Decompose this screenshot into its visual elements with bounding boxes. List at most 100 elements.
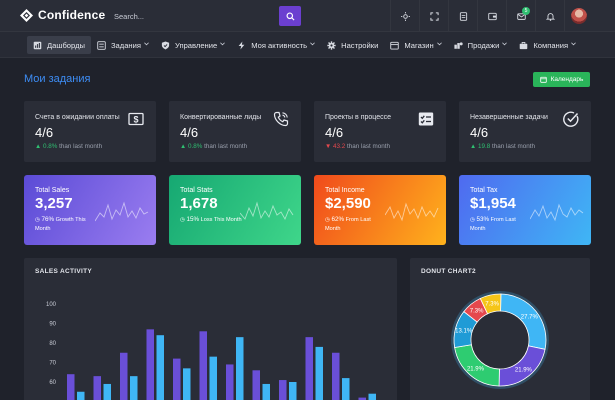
notifications-button[interactable]: [535, 0, 564, 32]
bar-series-1-5[interactable]: [173, 358, 181, 400]
nav-item-4[interactable]: Настройки: [321, 36, 384, 54]
summary-card-value: 1,678: [180, 195, 218, 212]
arrow-up-icon: ▲: [180, 143, 187, 150]
nav-item-6[interactable]: Продажи: [448, 36, 514, 54]
svg-text:$: $: [133, 115, 138, 125]
sparkline: [530, 203, 584, 222]
fullscreen-button[interactable]: [419, 0, 448, 32]
layout-button[interactable]: [477, 0, 506, 32]
summary-card: Total Tax $1,954 ◷ 53% From Last Month: [459, 175, 591, 245]
donut-slice[interactable]: [454, 344, 500, 387]
summary-card-value: $1,954: [470, 195, 516, 212]
sparkline: [385, 202, 439, 222]
bar-series-2-5[interactable]: [183, 368, 191, 400]
summary-card-subtext: ◷ 62% From Last Month: [325, 215, 387, 233]
donut-slice-label: 13.1%: [455, 329, 473, 335]
profile-button[interactable]: [564, 0, 593, 32]
nav-item-5[interactable]: Магазин: [384, 36, 447, 54]
stat-label: Конвертированные лиды: [180, 114, 262, 121]
stat-delta-value: 0.8%: [187, 143, 203, 150]
search-bar: [108, 6, 301, 26]
page-title: Мои задания: [24, 73, 91, 85]
theme-toggle-button[interactable]: [390, 0, 419, 32]
messages-button[interactable]: 5: [506, 0, 535, 32]
nav-item-label: Управление: [174, 40, 218, 50]
bar-series-1-8[interactable]: [252, 370, 261, 400]
mail-badge: 5: [522, 7, 530, 15]
summary-card-label: Total Stats: [180, 187, 213, 194]
nav-menu: Дашборды Задания Управление Моя активность Н…: [27, 36, 582, 54]
bar-series-1-10[interactable]: [305, 337, 314, 400]
stat-value: 4/6: [180, 125, 199, 140]
stat-delta-value: 19.8: [477, 143, 491, 150]
chevron-down-icon: [144, 42, 149, 48]
summary-card-subtext: ◷ 15% Loss This Month: [180, 215, 242, 225]
bar-series-2-2[interactable]: [103, 383, 112, 400]
bell-icon: [545, 12, 555, 21]
bar-series-1-1[interactable]: [67, 374, 75, 400]
summary-card-sub: Loss This Month: [200, 217, 242, 223]
bar-series-1-11[interactable]: [332, 352, 340, 400]
topbar-actions: 5: [390, 0, 593, 32]
stat-delta-value: 43.2: [332, 143, 346, 150]
clock-icon: ◷: [180, 217, 185, 223]
donut-slice-label: 7.3%: [485, 301, 499, 307]
stat-delta-value: 0.8%: [42, 143, 58, 150]
calendar-button[interactable]: Календарь: [533, 72, 590, 87]
bar-series-2-6[interactable]: [209, 356, 218, 400]
nav-item-7[interactable]: Компания: [513, 36, 582, 54]
bar-series-2-4[interactable]: [156, 335, 165, 400]
fullscreen-icon: [429, 11, 439, 21]
summary-card-value: 3,257: [35, 195, 73, 212]
wallet-icon: [487, 12, 497, 20]
nav-item-3[interactable]: Моя активность: [231, 36, 321, 54]
y-tick-label: 100: [46, 302, 57, 308]
bar-series-2-9[interactable]: [289, 382, 297, 400]
sales-activity-chart: 60 70 80 90 100: [46, 302, 377, 400]
avatar: [571, 8, 587, 24]
stat-delta-suffix: than last month: [492, 143, 536, 150]
brand-logo[interactable]: Confidence: [20, 8, 105, 22]
bar-series-1-2[interactable]: [93, 376, 102, 400]
notes-button[interactable]: [448, 0, 477, 32]
bar-series-2-3[interactable]: [130, 376, 138, 400]
donut-slice[interactable]: [500, 293, 547, 350]
bar-series-2-12[interactable]: [368, 393, 377, 400]
nav-item-1[interactable]: Задания: [91, 36, 155, 54]
search-input[interactable]: [108, 6, 279, 26]
bar-series-2-11[interactable]: [342, 378, 350, 400]
nav-item-0[interactable]: Дашборды: [27, 36, 91, 54]
bar-series-2-7[interactable]: [236, 337, 244, 400]
donut-glow: [451, 291, 549, 389]
stat-value: 4/6: [470, 125, 489, 140]
summary-card-percent: 53%: [476, 216, 490, 223]
bar-series-2-1[interactable]: [77, 391, 85, 400]
search-button[interactable]: [279, 6, 301, 26]
donut-slice-label: 21.9%: [467, 366, 485, 372]
bar-series-1-7[interactable]: [226, 364, 234, 400]
bar-series-2-10[interactable]: [315, 346, 324, 400]
stat-value: 4/6: [35, 125, 54, 140]
summary-card-percent: 15%: [186, 216, 200, 223]
stat-delta: ▲ 19.8 than last month: [470, 143, 535, 150]
stat-card: Незавершенные задачи 4/6 ▲ 19.8 than last …: [459, 101, 591, 162]
stat-label: Проекты в процессе: [325, 114, 391, 121]
bar-series-1-3[interactable]: [120, 352, 128, 400]
arrow-up-icon: ▲: [470, 143, 477, 150]
stat-delta-suffix: than last month: [204, 143, 248, 150]
sales-activity-title: SALES ACTIVITY: [35, 268, 93, 275]
document-icon: [459, 11, 467, 21]
bar-series-1-9[interactable]: [279, 380, 287, 400]
bar-series-2-8[interactable]: [262, 383, 271, 400]
donut-slice-label: 21.9%: [515, 367, 533, 373]
donut-slice[interactable]: [479, 293, 502, 315]
sparkline: [95, 201, 149, 222]
sun-icon: [400, 11, 410, 21]
nav-item-2[interactable]: Управление: [155, 36, 231, 54]
donut-slice[interactable]: [498, 345, 546, 387]
bar-series-1-4[interactable]: [146, 329, 155, 400]
summary-card-sub: From Last Month: [325, 217, 371, 232]
bar-series-1-6[interactable]: [199, 331, 208, 400]
bar-series-1-12[interactable]: [358, 397, 367, 400]
stat-card: Проекты в процессе 4/6 ▼ 43.2 than last mo…: [314, 101, 446, 162]
